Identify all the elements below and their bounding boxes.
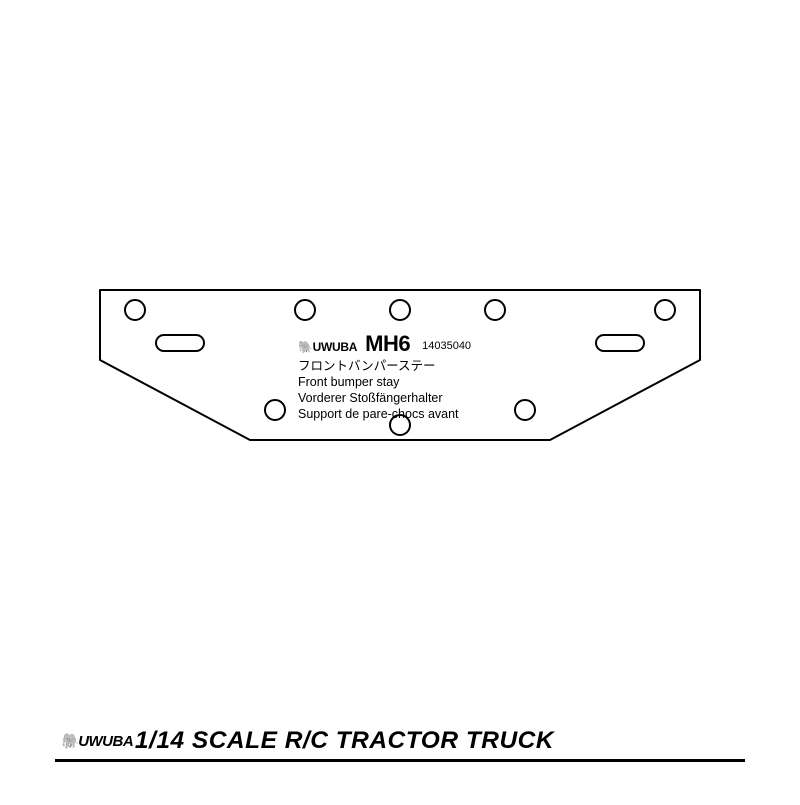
desc-jp: フロントバンパーステー — [298, 358, 471, 374]
footer: 🐘UWUBA 1/14 SCALE R/C TRACTOR TRUCK — [60, 727, 550, 755]
part-id: MH6 — [365, 330, 410, 358]
desc-en: Front bumper stay — [298, 374, 471, 390]
brand-mark: 🐘UWUBA — [298, 340, 357, 355]
footer-title: 1/14 SCALE R/C TRACTOR TRUCK — [135, 727, 554, 755]
part-number: 14035040 — [422, 340, 471, 354]
part-label-block: 🐘UWUBA MH6 14035040 フロントバンパーステー Front bu… — [298, 330, 471, 423]
footer-brand-mark: 🐘UWUBA — [60, 732, 133, 750]
footer-underline — [55, 759, 745, 762]
desc-de: Vorderer Stoßfängerhalter — [298, 390, 471, 406]
part-diagram: 🐘UWUBA MH6 14035040 フロントバンパーステー Front bu… — [0, 0, 800, 800]
desc-fr: Support de pare-chocs avant — [298, 406, 471, 422]
